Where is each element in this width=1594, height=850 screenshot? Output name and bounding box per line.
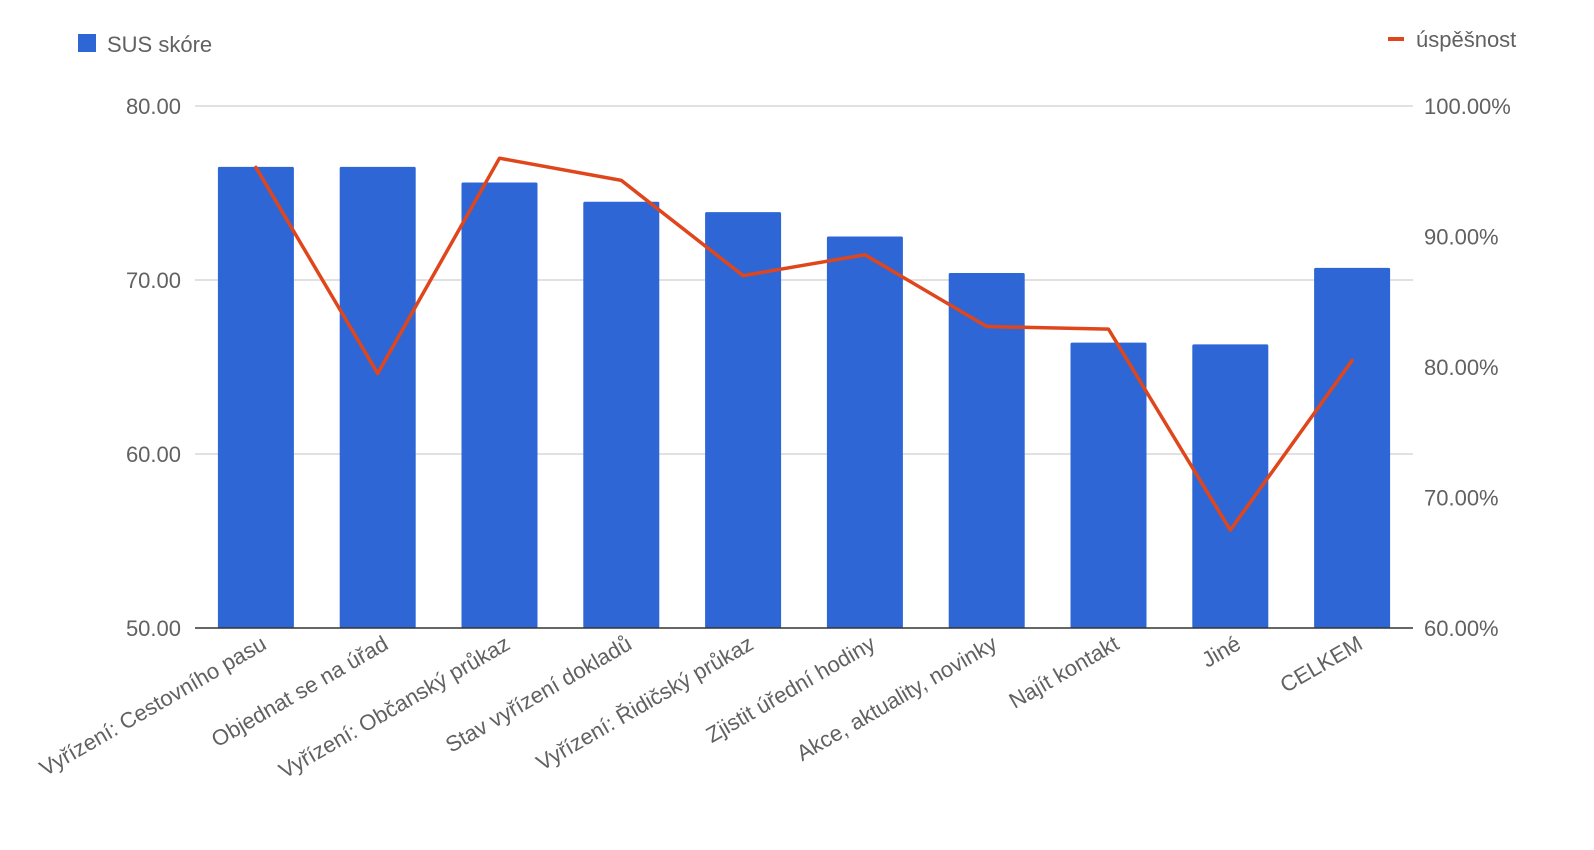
right-axis: 60.00% 70.00% 80.00% 90.00% 100.00% [1424, 94, 1511, 641]
left-tick-label: 70.00 [126, 268, 181, 293]
bar-series [217, 166, 1391, 628]
left-axis: 50.00 60.00 70.00 80.00 [126, 94, 181, 641]
line-path [254, 156, 1354, 532]
category-label: Vyřízení: Cestovního pasu [35, 631, 270, 781]
right-tick-label: 70.00% [1424, 486, 1499, 511]
category-label: Vyřízení: Řidičský průkaz [532, 631, 758, 776]
right-tick-label: 60.00% [1424, 616, 1499, 641]
bar [461, 182, 538, 628]
bar [948, 273, 1025, 628]
left-tick-label: 60.00 [126, 442, 181, 467]
category-label: CELKEM [1276, 631, 1367, 698]
bar [1314, 267, 1391, 628]
legend: SUS skóre úspěšnost [78, 27, 1516, 57]
legend-label-line: úspěšnost [1416, 27, 1516, 52]
category-label: Vyřízení: Občanský průkaz [275, 631, 514, 784]
bar [583, 201, 660, 628]
bar [339, 166, 416, 628]
legend-label-bar: SUS skóre [107, 32, 212, 57]
right-tick-label: 90.00% [1424, 225, 1499, 250]
category-label: Akce, aktuality, novinky [792, 631, 1001, 766]
right-tick-label: 100.00% [1424, 94, 1511, 119]
legend-swatch-bar [78, 34, 96, 52]
bar [705, 212, 782, 628]
right-tick-label: 80.00% [1424, 355, 1499, 380]
line-series [254, 156, 1354, 532]
left-tick-label: 50.00 [126, 616, 181, 641]
left-tick-label: 80.00 [126, 94, 181, 119]
bar [217, 166, 294, 628]
bar [1070, 342, 1147, 628]
bar [1192, 344, 1269, 628]
category-label: Jiné [1197, 631, 1244, 673]
category-label: Najít kontakt [1005, 631, 1123, 714]
bar [826, 236, 903, 628]
